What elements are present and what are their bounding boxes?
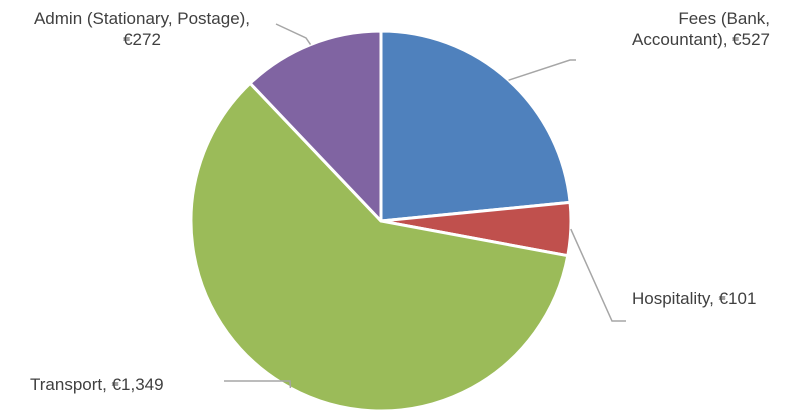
- label-admin-line2: €272: [123, 30, 161, 49]
- leader-lines: [224, 23, 626, 389]
- label-fees: Fees (Bank, Accountant), €527: [632, 8, 770, 50]
- leader-line-transport: [224, 380, 292, 389]
- leader-line-hospitality: [570, 228, 626, 322]
- label-admin: Admin (Stationary, Postage), €272: [4, 8, 280, 50]
- leader-line-fees: [508, 59, 576, 81]
- label-fees-line1: Fees (Bank,: [678, 9, 770, 28]
- leader-line-admin: [275, 23, 312, 46]
- label-admin-line1: Admin (Stationary, Postage),: [33, 9, 251, 28]
- pie-slice-admin: [248, 29, 383, 223]
- label-hospitality-line1: Hospitality, €101: [632, 289, 757, 308]
- label-hospitality: Hospitality, €101: [632, 288, 756, 309]
- pie-slice-fees: [379, 29, 572, 223]
- pie-slices: [189, 29, 573, 413]
- label-transport: Transport, €1,349: [30, 374, 164, 395]
- label-fees-line2: Accountant), €527: [632, 30, 770, 49]
- label-transport-line1: Transport, €1,349: [30, 375, 164, 394]
